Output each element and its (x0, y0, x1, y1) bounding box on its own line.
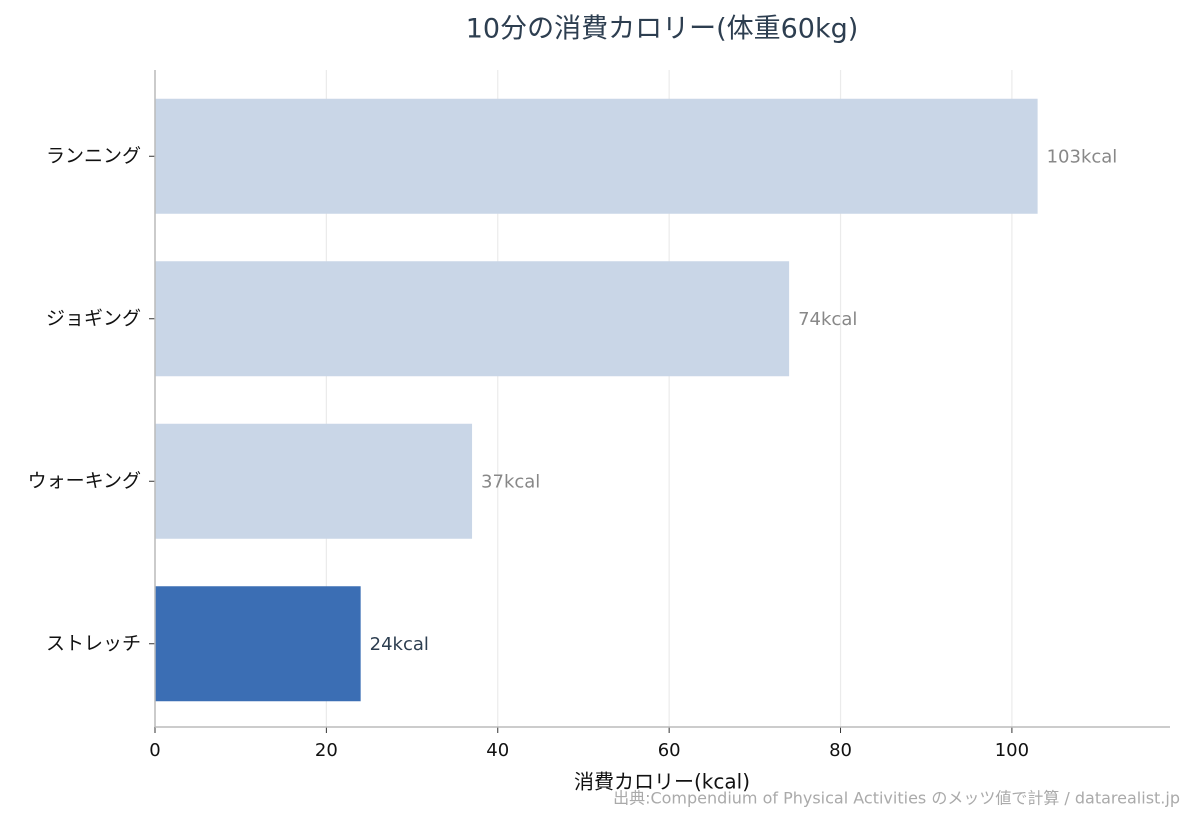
source-note: 出典:Compendium of Physical Activities のメッ… (613, 789, 1180, 808)
x-axis-label: 消費カロリー(kcal) (574, 770, 750, 794)
x-tick-label: 60 (658, 740, 681, 761)
y-tick-label: ジョギング (46, 307, 141, 329)
value-label: 37kcal (481, 471, 540, 492)
y-tick-label: ウォーキング (28, 470, 141, 492)
x-tick-label: 0 (149, 740, 160, 761)
value-label: 103kcal (1047, 146, 1118, 167)
bar (155, 98, 1038, 214)
value-label: 74kcal (798, 309, 857, 330)
bar (155, 261, 790, 377)
x-tick-label: 100 (995, 740, 1029, 761)
x-tick-label: 20 (315, 740, 338, 761)
chart-title: 10分の消費カロリー(体重60kg) (466, 14, 859, 45)
x-tick-label: 80 (829, 740, 852, 761)
value-label: 24kcal (370, 634, 429, 655)
bar (155, 423, 473, 539)
y-tick-label: ランニング (46, 145, 141, 167)
x-tick-label: 40 (486, 740, 509, 761)
y-tick-label: ストレッチ (46, 632, 141, 654)
bar (155, 586, 361, 702)
